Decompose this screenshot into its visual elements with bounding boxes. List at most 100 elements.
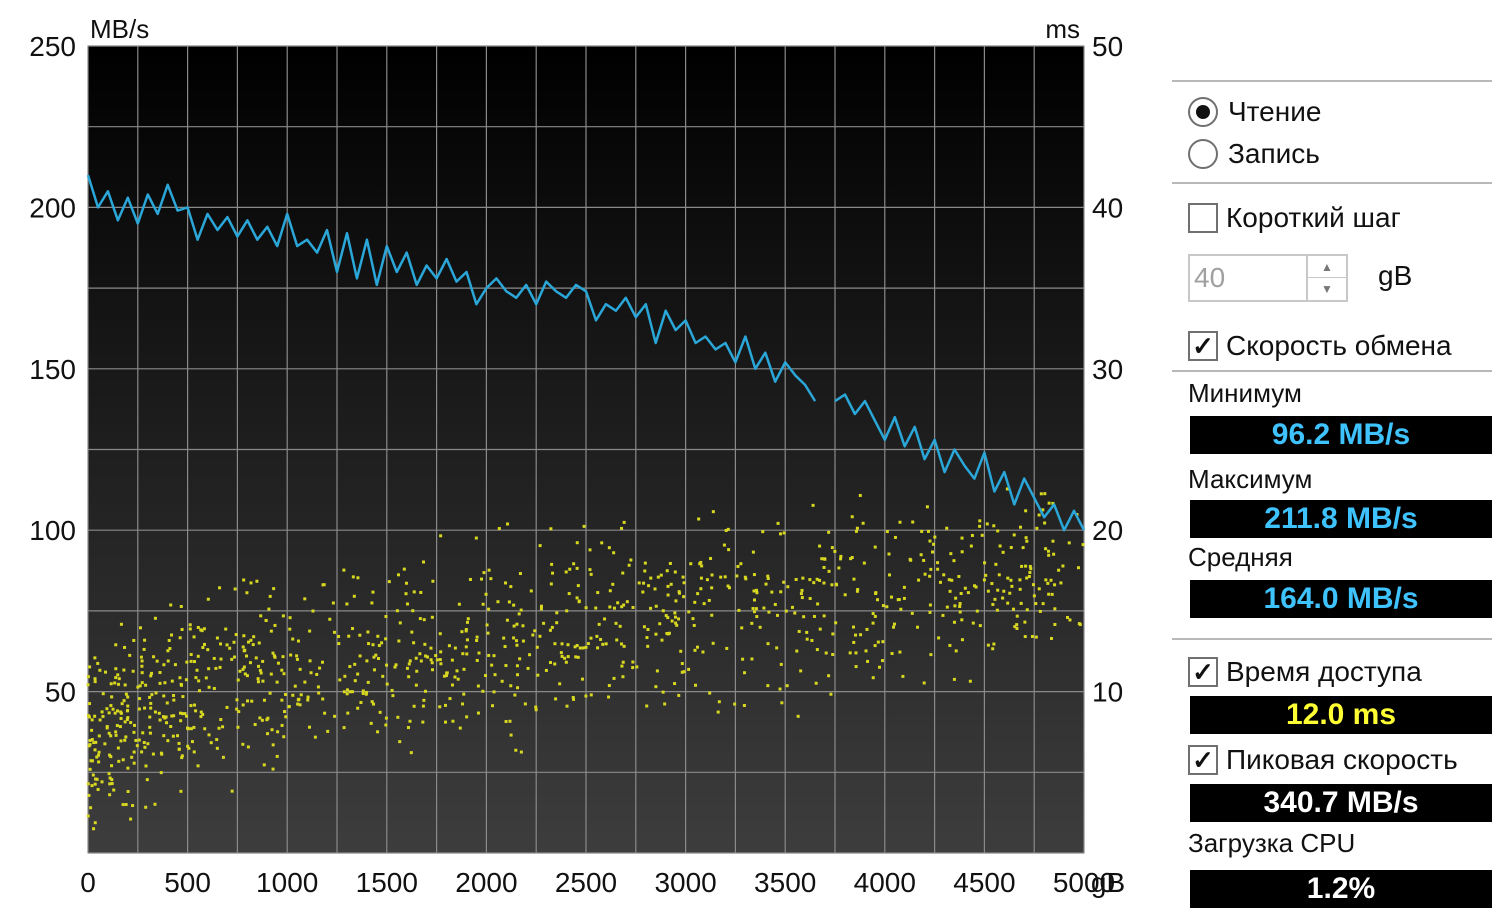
access-time-point bbox=[148, 695, 152, 699]
access-time-point bbox=[503, 645, 507, 649]
access-time-point bbox=[462, 667, 466, 671]
burst-rate-checkbox[interactable]: ✓ bbox=[1188, 745, 1218, 775]
access-time-point bbox=[558, 682, 562, 686]
access-time-point bbox=[271, 651, 275, 655]
access-time-point bbox=[114, 676, 118, 680]
access-time-point bbox=[513, 693, 517, 697]
access-time-point bbox=[785, 684, 789, 688]
access-time-point bbox=[259, 671, 263, 675]
access-time-point bbox=[281, 614, 285, 618]
access-time-point bbox=[573, 645, 577, 649]
access-time-point bbox=[93, 821, 97, 825]
access-time-point bbox=[997, 573, 1001, 577]
access-time-point bbox=[975, 609, 979, 613]
access-time-point bbox=[753, 598, 757, 602]
access-time-point bbox=[218, 665, 222, 669]
access-time-point bbox=[199, 715, 203, 719]
access-time-point bbox=[949, 552, 953, 556]
access-time-point bbox=[186, 727, 190, 731]
access-time-point bbox=[818, 627, 822, 631]
spin-up-icon[interactable]: ▲ bbox=[1308, 256, 1346, 278]
short-stroke-input[interactable] bbox=[1194, 260, 1304, 296]
access-time-point bbox=[1019, 601, 1023, 605]
access-time-point bbox=[554, 697, 558, 701]
access-time-point bbox=[697, 517, 701, 521]
access-time-point bbox=[241, 742, 245, 746]
transfer-rate-row[interactable]: ✓ Скорость обмена bbox=[1188, 326, 1452, 366]
access-time-point bbox=[539, 604, 543, 608]
benchmark-chart: 0 500 1000 1500 2000 2500 3000 3500 4000 4500 5000… bbox=[29, 14, 1125, 898]
access-time-point bbox=[673, 570, 677, 574]
access-time-point bbox=[739, 562, 743, 566]
access-time-point bbox=[140, 671, 144, 675]
access-time-point bbox=[192, 750, 196, 754]
access-time-point bbox=[108, 782, 112, 786]
access-time-point bbox=[898, 650, 902, 654]
access-time-point bbox=[295, 657, 299, 661]
access-time-point bbox=[194, 709, 198, 713]
access-time-point bbox=[484, 592, 488, 596]
access-time-point bbox=[885, 530, 889, 534]
x-tick-label: 3500 bbox=[754, 867, 816, 898]
access-time-point bbox=[620, 664, 624, 668]
access-time-point bbox=[322, 583, 326, 587]
access-time-point bbox=[88, 743, 92, 747]
spin-down-icon[interactable]: ▼ bbox=[1321, 281, 1333, 296]
access-time-point bbox=[881, 640, 885, 644]
write-radio[interactable] bbox=[1188, 139, 1218, 169]
access-time-point bbox=[91, 773, 95, 777]
short-stroke-checkbox[interactable] bbox=[1188, 203, 1218, 233]
access-time-point bbox=[439, 534, 443, 538]
transfer-rate-series bbox=[834, 393, 1086, 532]
access-time-point bbox=[926, 529, 930, 533]
access-time-point bbox=[242, 649, 246, 653]
access-time-point bbox=[466, 617, 470, 621]
access-time-point bbox=[306, 698, 310, 702]
read-radio[interactable] bbox=[1188, 97, 1218, 127]
access-time-point bbox=[256, 677, 260, 681]
access-time-point bbox=[90, 737, 94, 741]
access-time-point bbox=[916, 625, 920, 629]
access-time-point bbox=[215, 636, 219, 640]
access-time-point bbox=[666, 584, 670, 588]
access-time-point bbox=[603, 617, 607, 621]
y-left-tick-label: 50 bbox=[45, 677, 76, 708]
access-time-point bbox=[130, 755, 134, 759]
write-radio-row[interactable]: Запись bbox=[1188, 134, 1320, 174]
access-time-point bbox=[268, 691, 272, 695]
access-time-point bbox=[1047, 501, 1051, 505]
access-time-point bbox=[177, 741, 181, 745]
access-time-point bbox=[219, 642, 223, 646]
access-time-point bbox=[852, 640, 856, 644]
access-time-point bbox=[169, 724, 173, 728]
access-time-point bbox=[607, 695, 611, 699]
transfer-rate-checkbox[interactable]: ✓ bbox=[1188, 331, 1218, 361]
access-time-point bbox=[86, 675, 90, 679]
access-time-point bbox=[282, 672, 286, 676]
access-time-point bbox=[925, 505, 929, 509]
short-stroke-spinner[interactable]: ▲ ▼ bbox=[1188, 254, 1348, 302]
access-time-point bbox=[818, 578, 822, 582]
access-time-point bbox=[287, 705, 291, 709]
spinner-buttons[interactable]: ▲ ▼ bbox=[1306, 256, 1346, 300]
access-time-point bbox=[1078, 623, 1082, 627]
access-time-point bbox=[538, 634, 542, 638]
access-time-point bbox=[837, 566, 841, 570]
access-time-point bbox=[369, 721, 373, 725]
access-time-point bbox=[448, 697, 452, 701]
burst-rate-row[interactable]: ✓ Пиковая скорость bbox=[1188, 740, 1458, 780]
access-time-point bbox=[831, 652, 835, 656]
access-time-row[interactable]: ✓ Время доступа bbox=[1188, 652, 1422, 692]
short-stroke-row[interactable]: Короткий шаг bbox=[1188, 198, 1401, 238]
access-time-point bbox=[974, 585, 978, 589]
access-time-point bbox=[123, 738, 127, 742]
access-time-point bbox=[178, 676, 182, 680]
read-radio-row[interactable]: Чтение bbox=[1188, 92, 1321, 132]
access-time-point bbox=[1050, 636, 1053, 640]
access-time-point bbox=[105, 707, 109, 711]
access-time-point bbox=[996, 588, 1000, 592]
access-time-point bbox=[353, 662, 357, 666]
access-time-point bbox=[90, 718, 94, 722]
access-time-checkbox[interactable]: ✓ bbox=[1188, 657, 1218, 687]
access-time-point bbox=[550, 625, 554, 629]
